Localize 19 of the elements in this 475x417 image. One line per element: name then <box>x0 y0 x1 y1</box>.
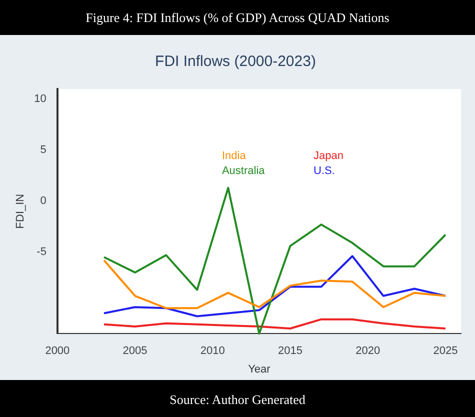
y-axis-title: FDI_IN <box>14 194 27 229</box>
text: U.S. <box>314 165 335 178</box>
y-tick-label: 10 <box>34 93 46 106</box>
text: India <box>222 150 247 162</box>
source-note: Source: Author Generated <box>0 380 475 417</box>
caption: Figure 4: FDI Inflows (% of GDP) Across QUAD Nations <box>0 0 475 35</box>
x-tick-label: 2000 <box>45 345 70 358</box>
x-tick-label: 2010 <box>200 345 225 358</box>
x-axis-title: Year <box>248 363 271 376</box>
y-tick-label: 5 <box>40 144 46 156</box>
chart-title: FDI Inflows (2000-2023) <box>155 53 316 70</box>
x-tick-label: 2020 <box>356 345 380 358</box>
series-label: Australia <box>222 165 266 178</box>
x-tick-label: 2015 <box>278 345 303 358</box>
x-tick-label: 2025 <box>433 345 458 358</box>
text: Japan <box>314 150 344 162</box>
x-tick-label: 2005 <box>122 345 148 358</box>
y-tick-label: 0 <box>40 195 46 208</box>
y-tick-label: -5 <box>36 246 46 258</box>
